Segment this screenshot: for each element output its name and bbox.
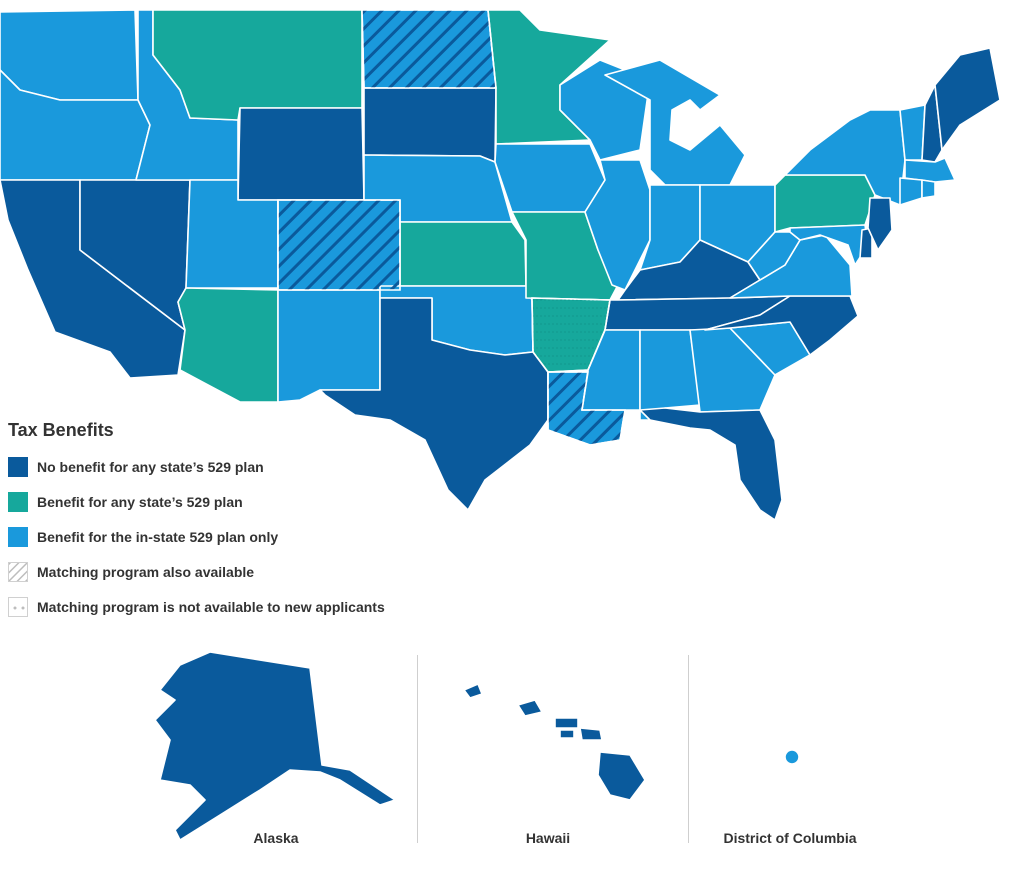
state-me <box>934 47 1001 151</box>
matching-hatch-nd <box>361 9 497 89</box>
matching-hatch-co <box>277 199 401 291</box>
legend-swatch <box>8 526 28 547</box>
legend-swatch <box>8 491 28 512</box>
state-wa <box>0 9 139 101</box>
state-sd <box>363 87 497 163</box>
inset-label-dc: District of Columbia <box>723 830 857 846</box>
legend-label: Matching program also available <box>37 563 255 580</box>
matching-dots-ar <box>531 297 611 373</box>
state-ri <box>921 179 936 199</box>
state-fl <box>639 407 783 521</box>
matching-hatch-la <box>547 371 626 446</box>
legend-label: Benefit for any state’s 529 plan <box>37 493 243 510</box>
hawaii-islands <box>463 683 646 801</box>
matching-overlays <box>277 9 626 446</box>
state-mt <box>152 9 363 121</box>
legend-item-in-state: Benefit for the in-state 529 plan only <box>8 519 385 554</box>
state-wy <box>237 107 365 201</box>
state-nj <box>867 197 893 251</box>
state-dc <box>784 749 800 765</box>
legend-item-no-benefit: No benefit for any state’s 529 plan <box>8 449 385 484</box>
legend-item-any-state: Benefit for any state’s 529 plan <box>8 484 385 519</box>
inset-divider-left <box>417 655 418 843</box>
inset-divider-right <box>688 655 689 843</box>
legend-dots-swatch <box>8 596 28 617</box>
legend-item-matching-closed: Matching program is not available to new… <box>8 589 385 624</box>
state-nm <box>277 289 381 403</box>
state-ak <box>154 651 396 841</box>
legend-label: Benefit for the in-state 529 plan only <box>37 528 279 545</box>
state-mi <box>604 59 746 186</box>
legend-hatch-swatch <box>8 561 28 582</box>
state-ia <box>494 143 606 213</box>
state-az <box>177 287 279 403</box>
legend-swatch <box>8 456 28 477</box>
legend: Tax Benefits No benefit for any state’s … <box>8 420 385 624</box>
state-tx <box>319 297 549 511</box>
legend-title: Tax Benefits <box>8 420 114 440</box>
state-vt <box>899 104 926 161</box>
legend-item-matching: Matching program also available <box>8 554 385 589</box>
state-il <box>584 159 651 291</box>
state-ct <box>899 177 923 206</box>
legend-label: Matching program is not available to new… <box>37 598 385 615</box>
inset-label-hawaii: Hawaii <box>525 830 571 846</box>
inset-label-alaska: Alaska <box>253 830 299 846</box>
legend-label: No benefit for any state’s 529 plan <box>37 458 264 475</box>
state-nc <box>704 295 859 356</box>
state-ks <box>399 221 527 287</box>
state-pa <box>774 174 876 233</box>
